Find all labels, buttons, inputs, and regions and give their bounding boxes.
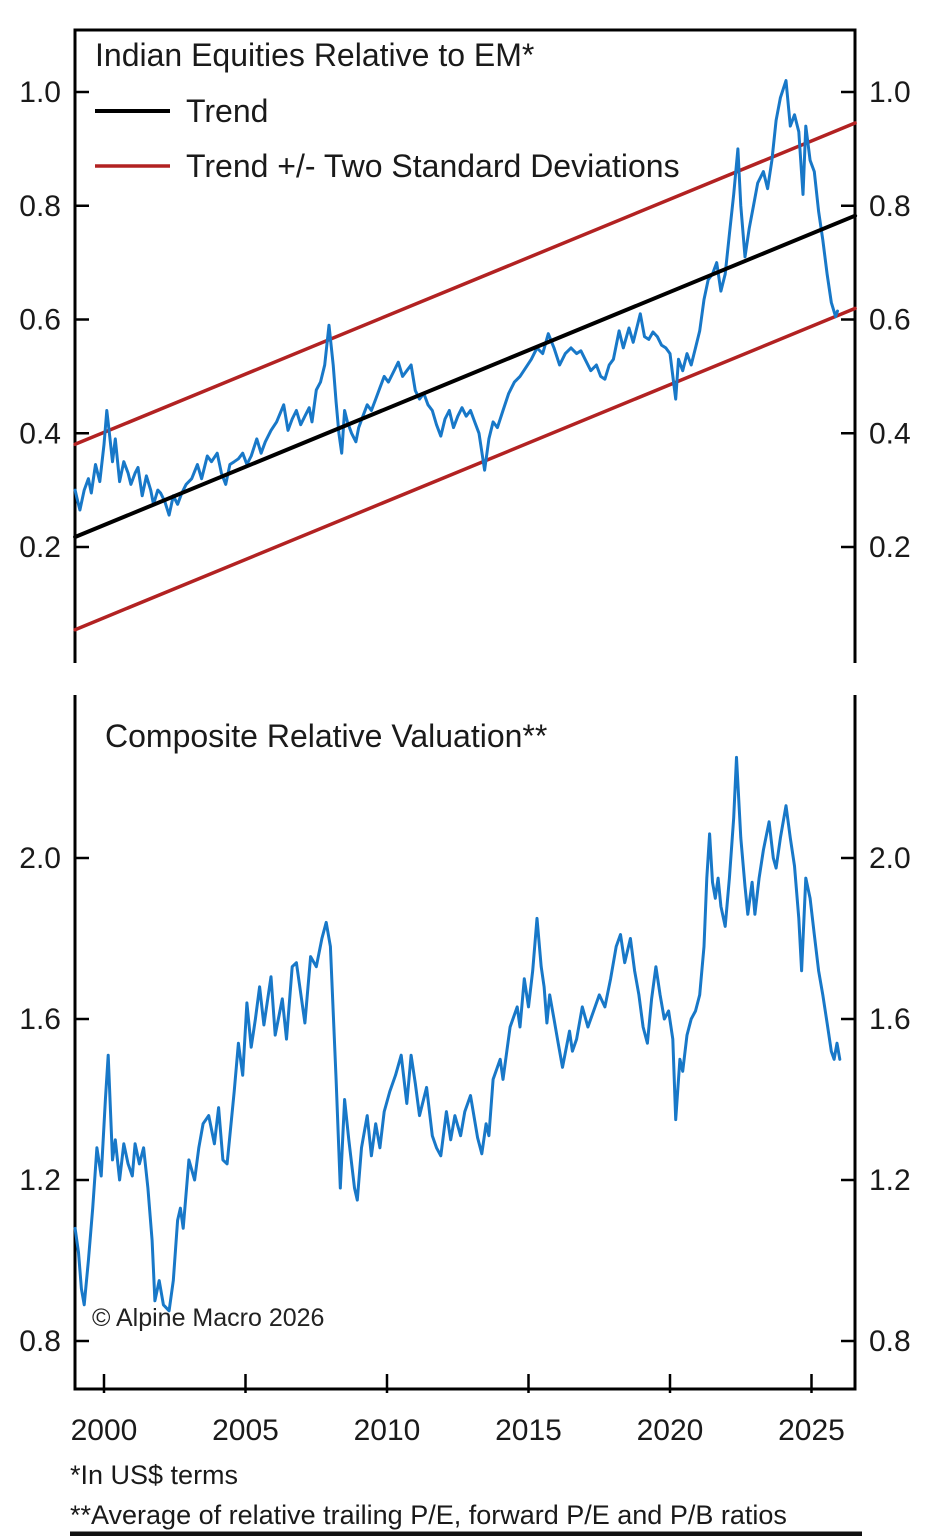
top-series-line — [73, 79, 839, 517]
bottom-y-tick-label-left: 2.0 — [19, 842, 61, 875]
trend-line — [73, 213, 858, 539]
bottom-series-line — [73, 755, 842, 1313]
top-y-tick-label-right: 1.0 — [869, 76, 911, 109]
lower-band-line — [73, 306, 857, 632]
bottom-panel-frame — [73, 695, 857, 1391]
top-chart-title: Indian Equities Relative to EM* — [95, 37, 534, 73]
copyright-text: © Alpine Macro 2026 — [92, 1304, 324, 1332]
bottom-y-tick-label-left: 1.2 — [19, 1164, 61, 1197]
top-panel: 0.2 0.2 0.4 0.4 0.6 0.6 0.8 0.8 1.0 1.0 — [19, 28, 911, 663]
x-axis-tick-label: 2000 — [71, 1414, 138, 1447]
bottom-y-tick-label-right: 2.0 — [869, 842, 911, 875]
top-y-tick-label-right: 0.4 — [869, 417, 911, 450]
bottom-y-tick-label-left: 0.8 — [19, 1325, 61, 1358]
top-y-tick-label-left: 1.0 — [19, 76, 61, 109]
legend-trend-label: Trend — [186, 93, 268, 129]
bottom-y-tick-label-right: 1.2 — [869, 1164, 911, 1197]
top-y-tick-label-left: 0.2 — [19, 531, 61, 564]
top-y-tick-label-left: 0.8 — [19, 190, 61, 223]
top-y-tick-label-right: 0.6 — [869, 304, 911, 337]
x-axis-tick-label: 2005 — [212, 1414, 279, 1447]
bottom-y-tick-label-left: 1.6 — [19, 1003, 61, 1036]
bottom-chart-title: Composite Relative Valuation** — [105, 718, 547, 754]
bottom-y-tick-label-right: 0.8 — [869, 1325, 911, 1358]
upper-band-line — [73, 121, 857, 447]
top-panel-frame — [73, 28, 857, 663]
bottom-panel: 0.8 0.8 1.2 1.2 1.6 1.6 2.0 2.0 2000 2005 2010 2015… — [19, 695, 911, 1447]
legend-band-label: Trend +/- Two Standard Deviations — [186, 148, 680, 184]
x-axis-tick-label: 2020 — [637, 1414, 704, 1447]
top-y-tick-label-right: 0.2 — [869, 531, 911, 564]
x-axis-tick-label: 2015 — [495, 1414, 562, 1447]
top-y-tick-label-left: 0.4 — [19, 417, 61, 450]
footnote-us-dollar-terms: *In US$ terms — [70, 1460, 238, 1490]
x-axis-tick-label: 2025 — [778, 1414, 845, 1447]
x-axis-tick-label: 2010 — [354, 1414, 421, 1447]
bottom-y-tick-label-right: 1.6 — [869, 1003, 911, 1036]
top-y-tick-label-right: 0.8 — [869, 190, 911, 223]
footnote-composite-definition: **Average of relative trailing P/E, forw… — [70, 1500, 787, 1530]
top-y-tick-label-left: 0.6 — [19, 304, 61, 337]
